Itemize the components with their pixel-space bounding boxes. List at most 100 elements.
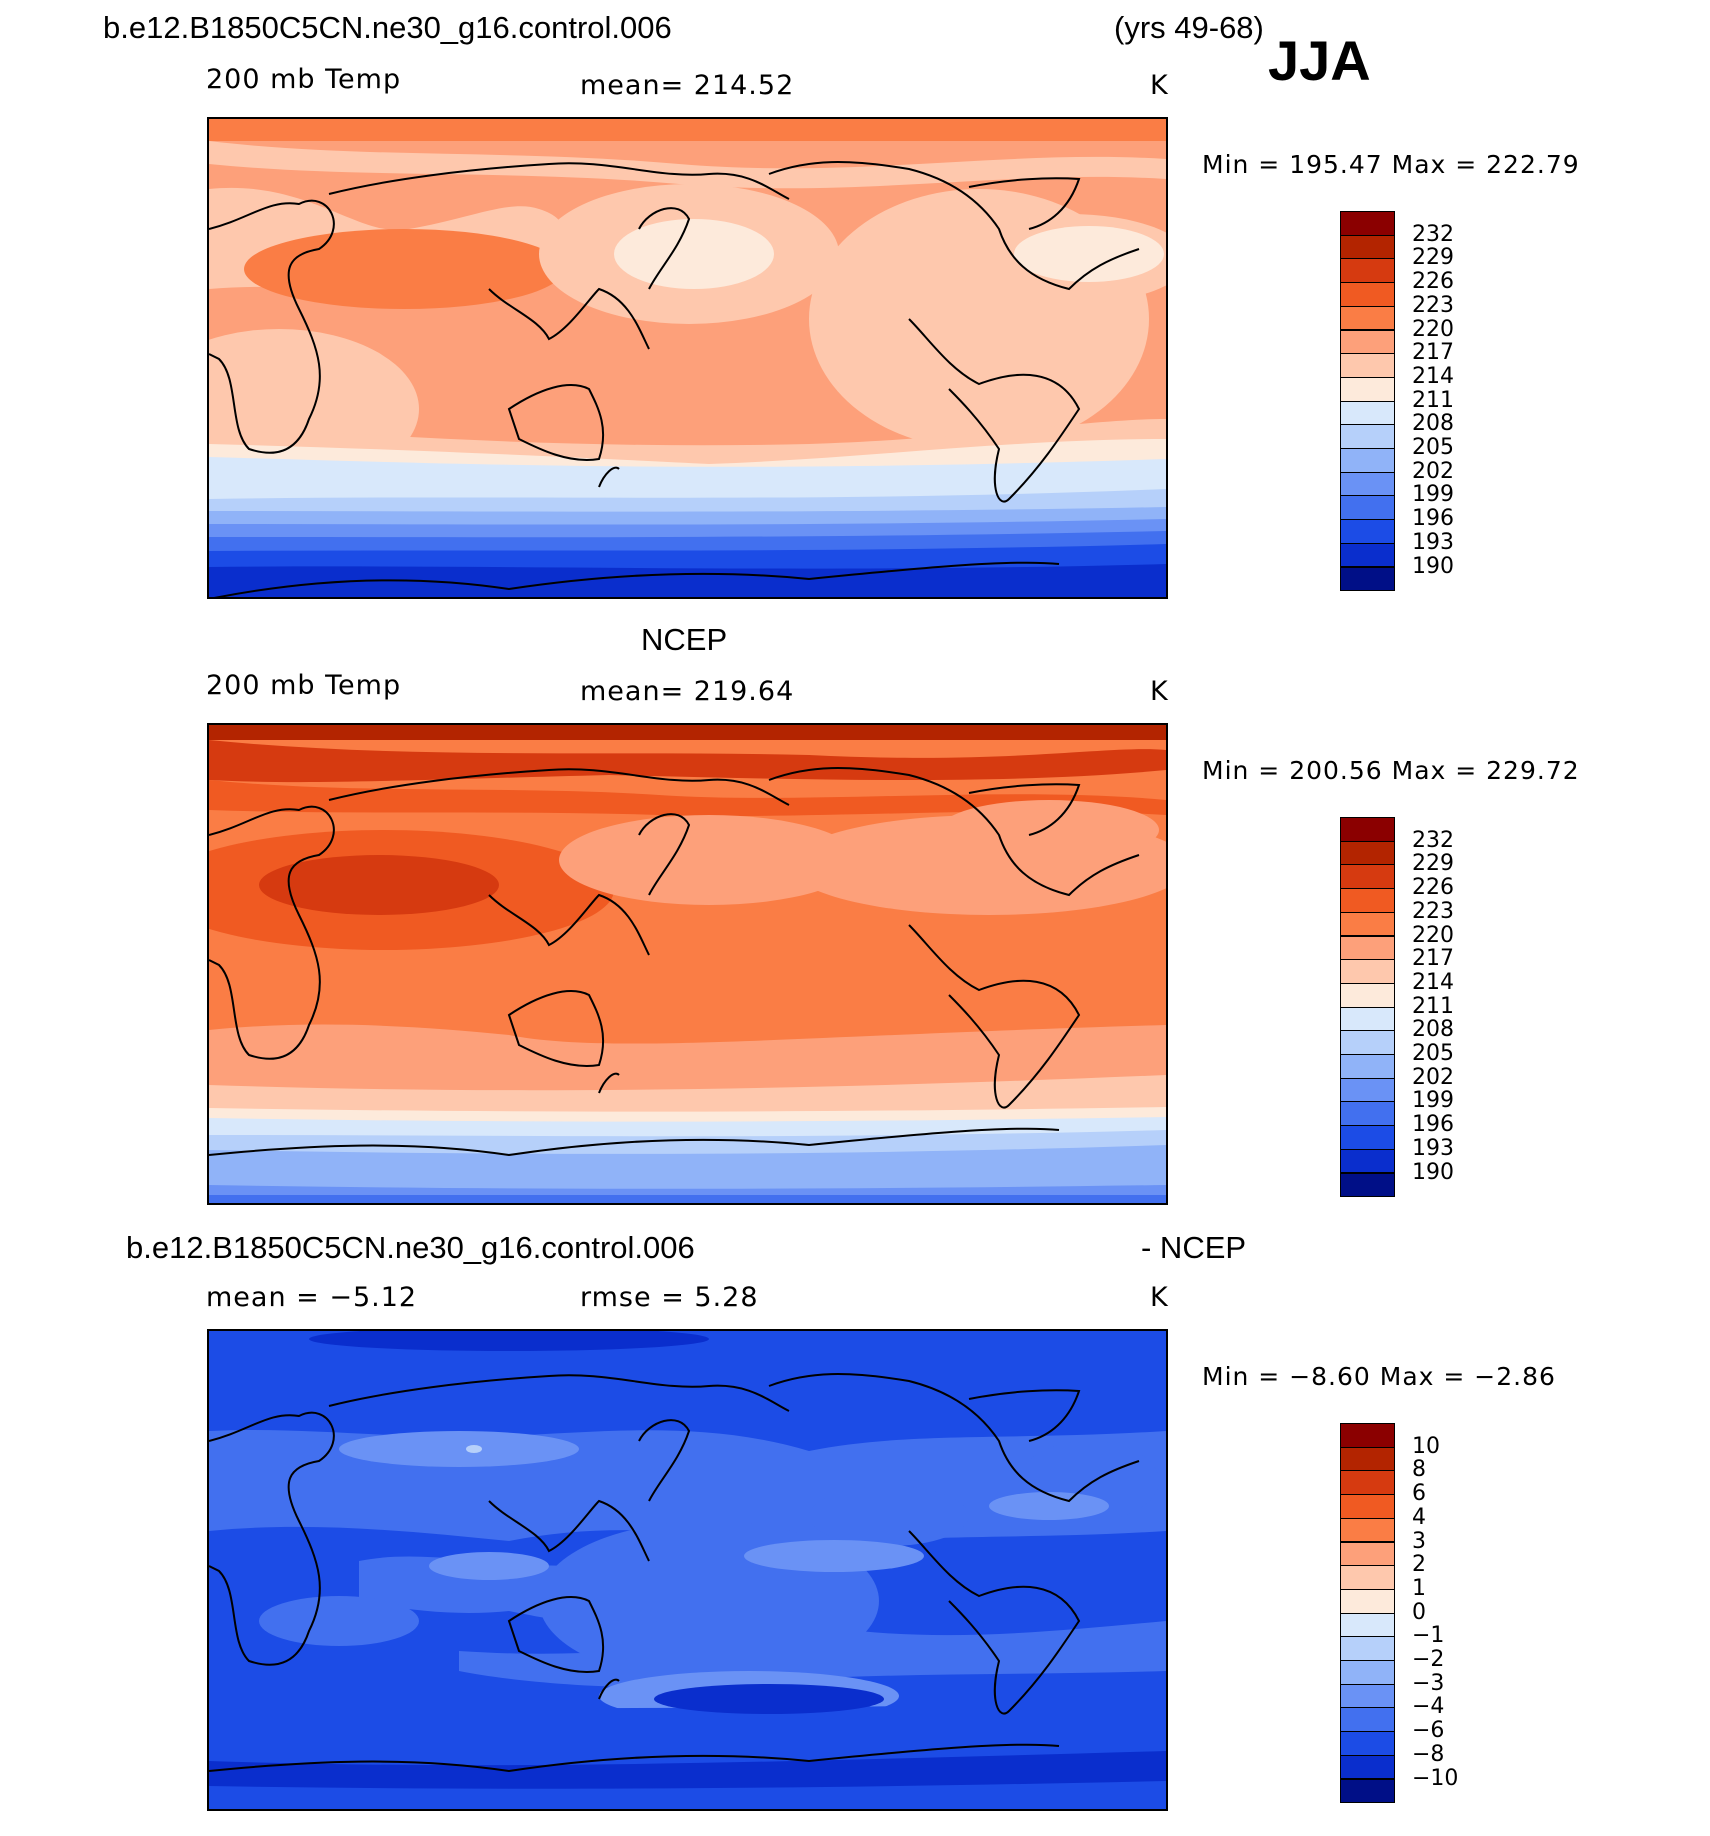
colorbar-level-label: 199 bbox=[1412, 482, 1454, 508]
panel-obs-title: NCEP bbox=[641, 622, 728, 657]
colorbar-swatch bbox=[1340, 888, 1395, 913]
colorbar-level-label: −4 bbox=[1412, 1694, 1445, 1720]
colorbar-swatch bbox=[1340, 817, 1395, 842]
colorbar-swatch bbox=[1340, 519, 1395, 544]
panel-obs-units: K bbox=[1150, 676, 1169, 707]
colorbar-level-label: −3 bbox=[1412, 1670, 1445, 1696]
colorbar-level-label: −8 bbox=[1412, 1741, 1445, 1767]
colorbar-level-label: 193 bbox=[1412, 529, 1454, 555]
colorbar-swatch bbox=[1340, 1517, 1395, 1543]
colorbar-level-label: −2 bbox=[1412, 1647, 1445, 1672]
panel-obs-mean: mean= 219.64 bbox=[580, 676, 795, 707]
panel-model-colorbar: 232 229 226 223 220 217 214 211 208 205 202 199 196 1… bbox=[1340, 211, 1460, 592]
colorbar-swatch bbox=[1340, 1006, 1395, 1032]
panel-model-map bbox=[207, 117, 1168, 599]
panel-obs-variable: 200 mb Temp bbox=[206, 670, 402, 701]
colorbar-swatch bbox=[1340, 1172, 1395, 1198]
colorbar-level-label: 229 bbox=[1412, 245, 1454, 271]
colorbar-swatch bbox=[1340, 1707, 1395, 1733]
panel-obs-map bbox=[207, 723, 1168, 1205]
colorbar-level-label: −6 bbox=[1412, 1718, 1445, 1744]
colorbar-level-label: 226 bbox=[1412, 269, 1454, 295]
colorbar-swatch bbox=[1340, 982, 1395, 1008]
panel-diff-min-max: Min = −8.60 Max = −2.86 bbox=[1202, 1362, 1556, 1391]
colorbar-level-label: 232 bbox=[1412, 827, 1454, 853]
case-title: b.e12.B1850C5CN.ne30_g16.control.006 bbox=[103, 10, 672, 45]
colorbar-level-label: 196 bbox=[1412, 506, 1454, 532]
colorbar-level-label: 2 bbox=[1412, 1552, 1426, 1578]
colorbar-swatch bbox=[1340, 1778, 1395, 1804]
colorbar-level-label: 232 bbox=[1412, 221, 1454, 247]
colorbar-swatch bbox=[1340, 1101, 1395, 1127]
colorbar-level-label: 4 bbox=[1412, 1504, 1426, 1530]
colorbar-level-label: 202 bbox=[1412, 1064, 1454, 1090]
colorbar-swatch bbox=[1340, 1030, 1395, 1055]
colorbar-level-label: 214 bbox=[1412, 363, 1454, 389]
colorbar-level-label: 220 bbox=[1412, 922, 1454, 948]
colorbar-swatch bbox=[1340, 1148, 1395, 1174]
colorbar-level-label: 211 bbox=[1412, 993, 1454, 1019]
colorbar-level-label: 205 bbox=[1412, 435, 1454, 460]
panel-obs-colorbar: 232 229 226 223 220 217 214 211 208 205 202 199 196 1… bbox=[1340, 817, 1460, 1198]
panel-model-units: K bbox=[1150, 70, 1169, 101]
colorbar-swatch bbox=[1340, 282, 1395, 307]
colorbar-level-label: 214 bbox=[1412, 969, 1454, 995]
panel-obs-contours bbox=[209, 725, 1166, 1203]
colorbar-swatch bbox=[1340, 542, 1395, 568]
colorbar-level-label: 3 bbox=[1412, 1528, 1426, 1554]
panel-model-mean: mean= 214.52 bbox=[580, 70, 795, 101]
colorbar-swatch bbox=[1340, 424, 1395, 449]
colorbar-swatch bbox=[1340, 1636, 1395, 1661]
years-label: (yrs 49-68) bbox=[1114, 10, 1264, 45]
colorbar-level-label: 208 bbox=[1412, 1017, 1454, 1043]
colorbar-swatch bbox=[1340, 1423, 1395, 1448]
colorbar-swatch bbox=[1340, 1470, 1395, 1496]
colorbar-swatch bbox=[1340, 1588, 1395, 1614]
colorbar-swatch bbox=[1340, 840, 1395, 866]
colorbar-level-label: 223 bbox=[1412, 898, 1454, 924]
colorbar-level-label: 208 bbox=[1412, 411, 1454, 437]
colorbar-swatch bbox=[1340, 400, 1395, 426]
panel-diff-rmse: rmse = 5.28 bbox=[580, 1282, 759, 1313]
colorbar-swatch bbox=[1340, 495, 1395, 521]
colorbar-swatch bbox=[1340, 1054, 1395, 1079]
colorbar-swatch bbox=[1340, 1612, 1395, 1638]
colorbar-swatch bbox=[1340, 1446, 1395, 1472]
colorbar-level-label: 190 bbox=[1412, 553, 1454, 579]
colorbar-swatch bbox=[1340, 1125, 1395, 1150]
colorbar-level-label: 211 bbox=[1412, 387, 1454, 413]
panel-diff-title-right: - NCEP bbox=[1141, 1230, 1247, 1265]
season-label: JJA bbox=[1268, 29, 1371, 92]
colorbar-level-label: 205 bbox=[1412, 1041, 1454, 1066]
panel-diff-colorbar: 10 8 6 4 3 2 1 0 −1 −2 −3 −4 −6 −8 −10 bbox=[1340, 1423, 1460, 1804]
colorbar-swatch bbox=[1340, 353, 1395, 378]
colorbar-swatch bbox=[1340, 1494, 1395, 1519]
colorbar-swatch bbox=[1340, 329, 1395, 355]
colorbar-swatch bbox=[1340, 305, 1395, 331]
colorbar-level-label: 196 bbox=[1412, 1112, 1454, 1138]
colorbar-swatch bbox=[1340, 1565, 1395, 1590]
colorbar-level-label: 6 bbox=[1412, 1481, 1426, 1507]
colorbar-swatch bbox=[1340, 911, 1395, 937]
panel-diff-map bbox=[207, 1329, 1168, 1811]
colorbar-swatch bbox=[1340, 234, 1395, 260]
colorbar-swatch bbox=[1340, 566, 1395, 592]
colorbar-level-label: −10 bbox=[1412, 1765, 1459, 1791]
colorbar-swatch bbox=[1340, 448, 1395, 473]
colorbar-level-label: 217 bbox=[1412, 946, 1454, 972]
panel-diff-mean: mean = −5.12 bbox=[206, 1282, 418, 1313]
colorbar-swatch bbox=[1340, 1541, 1395, 1567]
colorbar-swatch bbox=[1340, 1683, 1395, 1709]
colorbar-level-label: 10 bbox=[1412, 1433, 1440, 1459]
colorbar-level-label: 190 bbox=[1412, 1159, 1454, 1185]
colorbar-swatch bbox=[1340, 1754, 1395, 1780]
colorbar-level-label: 217 bbox=[1412, 340, 1454, 366]
colorbar-level-label: 220 bbox=[1412, 316, 1454, 342]
colorbar-level-label: 223 bbox=[1412, 292, 1454, 318]
colorbar-swatch bbox=[1340, 211, 1395, 236]
colorbar-swatch bbox=[1340, 471, 1395, 497]
colorbar-swatch bbox=[1340, 1660, 1395, 1685]
colorbar-level-label: 8 bbox=[1412, 1457, 1426, 1483]
panel-model-contours bbox=[209, 119, 1166, 597]
colorbar-level-label: 226 bbox=[1412, 875, 1454, 901]
